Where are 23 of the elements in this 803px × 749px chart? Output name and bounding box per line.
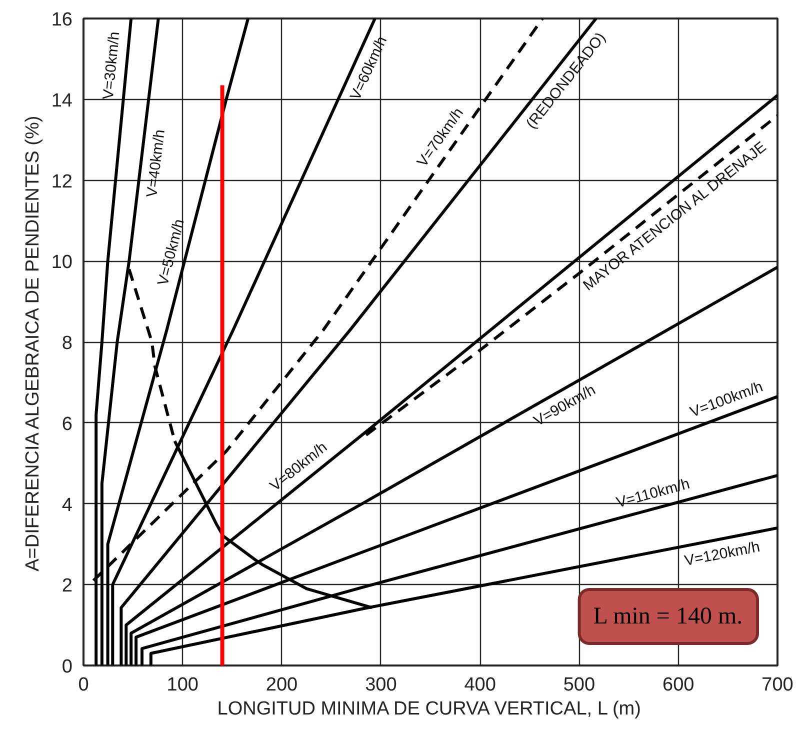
x-tick-label: 400: [464, 674, 496, 696]
x-tick-label: 100: [166, 674, 198, 696]
annotation: L min = 140 m.: [593, 604, 743, 630]
y-tick-label: 16: [51, 10, 73, 30]
x-tick-label: 700: [762, 674, 794, 696]
x-tick-label: 600: [662, 674, 694, 696]
y-tick-label: 6: [62, 414, 73, 435]
y-tick-label: 2: [62, 576, 73, 597]
x-tick-label: 0: [78, 674, 89, 696]
x-axis-title: LONGITUD MINIMA DE CURVA VERTICAL, L (m): [217, 698, 641, 720]
text: V=40km/h: [143, 128, 168, 198]
y-tick-label: 12: [51, 171, 73, 192]
text: V=120km/h: [683, 538, 762, 570]
x-tick-label: 300: [365, 674, 397, 696]
text: V=30km/h: [100, 30, 124, 100]
y-tick-label: 4: [62, 494, 73, 516]
y-tick-label: 0: [62, 656, 73, 678]
x-tick-label: 500: [563, 674, 596, 696]
y-tick-label: 14: [51, 90, 73, 112]
y-axis-title: A=DIFERENCIA ALGEBRAICA DE PENDIENTES (%): [22, 116, 44, 572]
y-tick-label: 8: [62, 333, 73, 354]
y-tick-label: 10: [51, 252, 73, 274]
x-tick-label: 200: [266, 674, 298, 696]
